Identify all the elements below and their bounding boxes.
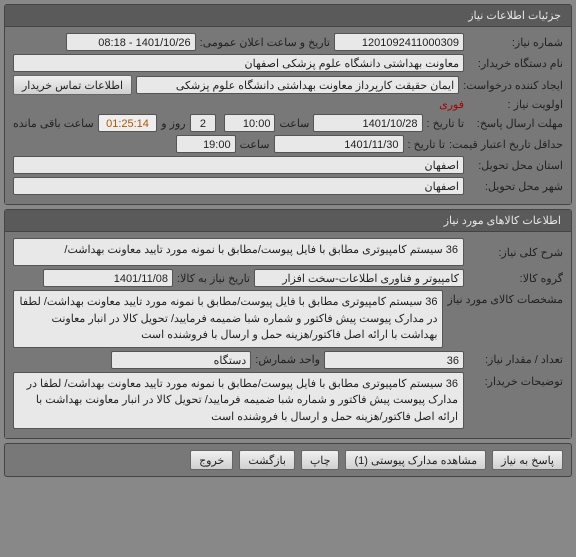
need-number-field: 1201092411000309 <box>334 33 464 51</box>
days-field: 2 <box>190 114 217 132</box>
attachments-button[interactable]: مشاهده مدارک پیوستی (1) <box>345 450 486 470</box>
deadline-label: مهلت ارسال پاسخ: <box>468 117 563 130</box>
buyer-field: معاونت بهداشتی دانشگاه علوم پزشکی اصفهان <box>13 54 464 72</box>
back-button[interactable]: بازگشت <box>239 450 295 470</box>
goods-panel: اطلاعات کالاهای مورد نیاز شرح کلی نیاز: … <box>4 209 572 439</box>
validity-label: حداقل تاریخ اعتبار قیمت: <box>449 138 563 151</box>
priority-label: اولویت نیاز : <box>468 98 563 111</box>
city-label: شهر محل تحویل: <box>468 180 563 193</box>
deadline-time-field: 10:00 <box>224 114 275 132</box>
goods-header: اطلاعات کالاهای مورد نیاز <box>5 210 571 232</box>
need-number-label: شماره نیاز: <box>468 36 563 49</box>
need-info-body: شماره نیاز: 1201092411000309 تاریخ و ساع… <box>5 27 571 204</box>
remaining-label: ساعت باقی مانده <box>13 117 94 130</box>
province-field: اصفهان <box>13 156 464 174</box>
province-label: استان محل تحویل: <box>468 159 563 172</box>
validity-to-label: تا تاریخ : <box>408 138 445 151</box>
reply-button[interactable]: پاسخ به نیاز <box>492 450 563 470</box>
exit-button[interactable]: خروج <box>190 450 233 470</box>
priority-value: فوری <box>439 98 464 111</box>
validity-date-field: 1401/11/30 <box>274 135 404 153</box>
creator-label: ایجاد کننده درخواست: <box>463 79 563 92</box>
deadline-to-label: تا تاریخ : <box>427 117 464 130</box>
spec-label: مشخصات کالای مورد نیاز <box>447 290 563 306</box>
days-label: روز و <box>161 117 185 130</box>
qty-field: 36 <box>324 351 464 369</box>
need-date-label: تاریخ نیاز به کالا: <box>177 272 250 285</box>
buyer-notes-field: 36 سیستم کامپیوتری مطابق با فایل پیوست/م… <box>13 372 464 430</box>
desc-label: شرح کلی نیاز: <box>468 246 563 259</box>
contact-buyer-button[interactable]: اطلاعات تماس خریدار <box>13 75 132 95</box>
group-field: کامپیوتر و فناوری اطلاعات-سخت افزار <box>254 269 464 287</box>
group-label: گروه کالا: <box>468 272 563 285</box>
unit-label: واحد شمارش: <box>255 353 320 366</box>
need-info-panel: جزئیات اطلاعات نیاز شماره نیاز: 12010924… <box>4 4 572 205</box>
print-button[interactable]: چاپ <box>301 450 340 470</box>
desc-field: 36 سیستم کامپیوتری مطابق با فایل پیوست/م… <box>13 238 464 266</box>
validity-time-field: 19:00 <box>176 135 236 153</box>
city-field: اصفهان <box>13 177 464 195</box>
announce-label: تاریخ و ساعت اعلان عمومی: <box>200 36 330 49</box>
deadline-date-field: 1401/10/28 <box>313 114 422 132</box>
validity-time-label: ساعت <box>240 138 270 151</box>
footer-actions: پاسخ به نیاز مشاهده مدارک پیوستی (1) چاپ… <box>4 443 572 477</box>
buyer-notes-label: توضیحات خریدار: <box>468 372 563 388</box>
deadline-time-label: ساعت <box>279 117 309 130</box>
announce-field: 1401/10/26 - 08:18 <box>66 33 196 51</box>
need-date-field: 1401/11/08 <box>43 269 173 287</box>
buyer-label: نام دستگاه خریدار: <box>468 57 563 70</box>
need-info-header: جزئیات اطلاعات نیاز <box>5 5 571 27</box>
spec-field: 36 سیستم کامپیوتری مطابق با فایل پیوست/م… <box>13 290 443 348</box>
qty-label: تعداد / مقدار نیاز: <box>468 353 563 366</box>
creator-field: ایمان حقیقت کارپرداز معاونت بهداشتی دانش… <box>136 76 459 94</box>
unit-field: دستگاه <box>111 351 251 369</box>
countdown-field: 01:25:14 <box>98 114 158 132</box>
goods-body: شرح کلی نیاز: 36 سیستم کامپیوتری مطابق ب… <box>5 232 571 438</box>
